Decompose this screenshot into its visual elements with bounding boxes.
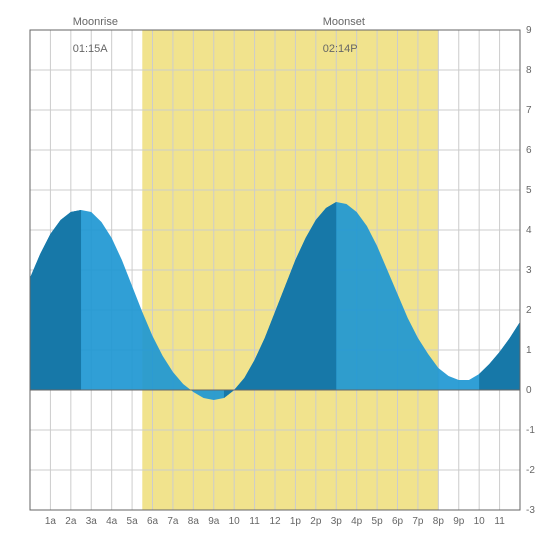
svg-text:11: 11 [494,516,505,527]
svg-text:-2: -2 [526,465,535,476]
svg-text:6p: 6p [392,516,404,527]
svg-text:9a: 9a [208,516,220,527]
svg-text:3: 3 [526,265,532,276]
svg-text:8a: 8a [188,516,200,527]
svg-text:4a: 4a [106,516,118,527]
svg-text:5p: 5p [372,516,384,527]
svg-text:7p: 7p [412,516,424,527]
svg-text:8: 8 [526,65,532,76]
svg-text:0: 0 [526,385,532,396]
svg-text:1p: 1p [290,516,302,527]
svg-text:3p: 3p [331,516,343,527]
svg-text:2a: 2a [65,516,77,527]
svg-text:2p: 2p [310,516,322,527]
svg-text:1: 1 [526,345,532,356]
svg-text:-3: -3 [526,505,535,516]
svg-text:3a: 3a [86,516,98,527]
chart-canvas: -3-2-101234567891a2a3a4a5a6a7a8a9a101112… [0,0,550,550]
svg-text:9p: 9p [453,516,465,527]
svg-text:6a: 6a [147,516,159,527]
moonset-time: 02:14P [323,43,358,55]
svg-text:-1: -1 [526,425,535,436]
moonrise-time: 01:15A [73,43,108,55]
svg-text:6: 6 [526,145,532,156]
svg-text:5a: 5a [127,516,139,527]
svg-text:1a: 1a [45,516,57,527]
svg-text:5: 5 [526,185,532,196]
moonrise-title: Moonrise [73,16,118,28]
svg-text:4: 4 [526,225,532,236]
svg-text:9: 9 [526,25,532,36]
moonset-title: Moonset [323,16,365,28]
svg-text:2: 2 [526,305,532,316]
svg-text:10: 10 [474,516,486,527]
svg-text:7a: 7a [167,516,179,527]
svg-text:10: 10 [229,516,241,527]
svg-text:11: 11 [249,516,260,527]
moonset-label: Moonset 02:14P [311,2,365,71]
svg-text:12: 12 [269,516,281,527]
svg-text:4p: 4p [351,516,363,527]
moonrise-label: Moonrise 01:15A [61,2,118,71]
svg-text:8p: 8p [433,516,445,527]
tide-chart: Moonrise 01:15A Moonset 02:14P -3-2-1012… [0,0,550,550]
svg-text:7: 7 [526,105,532,116]
